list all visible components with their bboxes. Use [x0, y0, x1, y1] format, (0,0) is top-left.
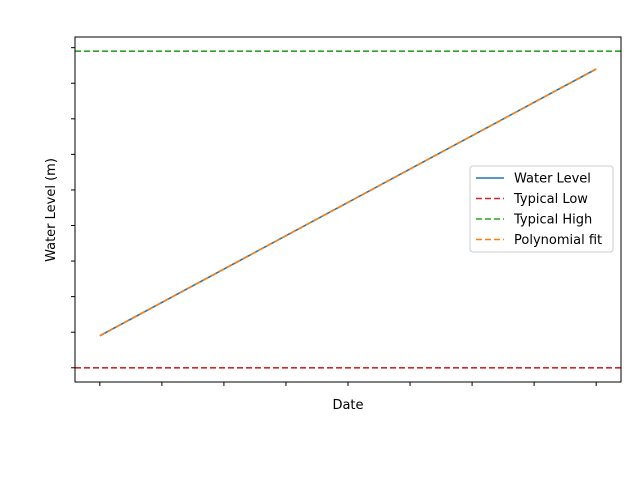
x-axis-label: Date	[332, 398, 363, 413]
series-polynomial-fit	[99, 68, 597, 337]
legend-label-typical-low: Typical Low	[513, 192, 588, 207]
legend-box	[469, 165, 614, 253]
ticks-layer	[71, 47, 597, 386]
legend-label-polynomial-fit: Polynomial fit	[514, 233, 602, 248]
series-layer	[75, 50, 621, 369]
legend: Water Level Typical Low Typical High Polyno…	[469, 165, 614, 253]
y-axis-label: Water Level (m)	[44, 158, 59, 262]
legend-label-water-level: Water Level	[514, 172, 591, 187]
legend-label-typical-high: Typical High	[513, 213, 592, 228]
legend-items: Water Level Typical Low Typical High Polyno…	[476, 172, 602, 248]
